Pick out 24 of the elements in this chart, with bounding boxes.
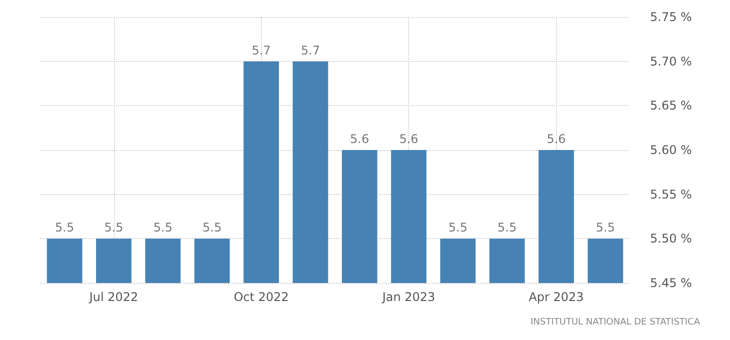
data-label: 5.5 [448, 220, 468, 235]
x-tick-label: Jan 2023 [381, 290, 436, 304]
data-label: 5.7 [252, 43, 271, 58]
y-tick-label: 5.75 % [650, 10, 692, 24]
y-tick-label: 5.55 % [650, 187, 692, 202]
y-tick-label: 5.70 % [650, 54, 692, 68]
x-tick-label: Jul 2022 [88, 290, 138, 304]
data-label: 5.5 [104, 220, 124, 235]
y-tick-label: 5.50 % [650, 232, 692, 246]
data-label: 5.7 [300, 43, 320, 58]
data-label: 5.6 [350, 132, 370, 146]
x-tick-label: Oct 2022 [234, 290, 289, 304]
data-label: 5.5 [498, 220, 517, 235]
data-label: 5.6 [399, 132, 418, 146]
x-tick-label: Apr 2023 [528, 290, 584, 304]
data-label: 5.5 [153, 220, 172, 235]
text: INSTITUTUL NATIONAL DE STATISTICA [530, 318, 701, 328]
y-tick-label: 5.45 % [650, 276, 692, 290]
data-label: 5.5 [202, 220, 222, 235]
data-label: 5.6 [546, 132, 566, 146]
data-label: 5.5 [55, 220, 74, 235]
y-tick-label: 5.65 % [650, 98, 692, 113]
y-tick-label: 5.60 % [650, 143, 692, 157]
data-label: 5.5 [596, 220, 615, 235]
